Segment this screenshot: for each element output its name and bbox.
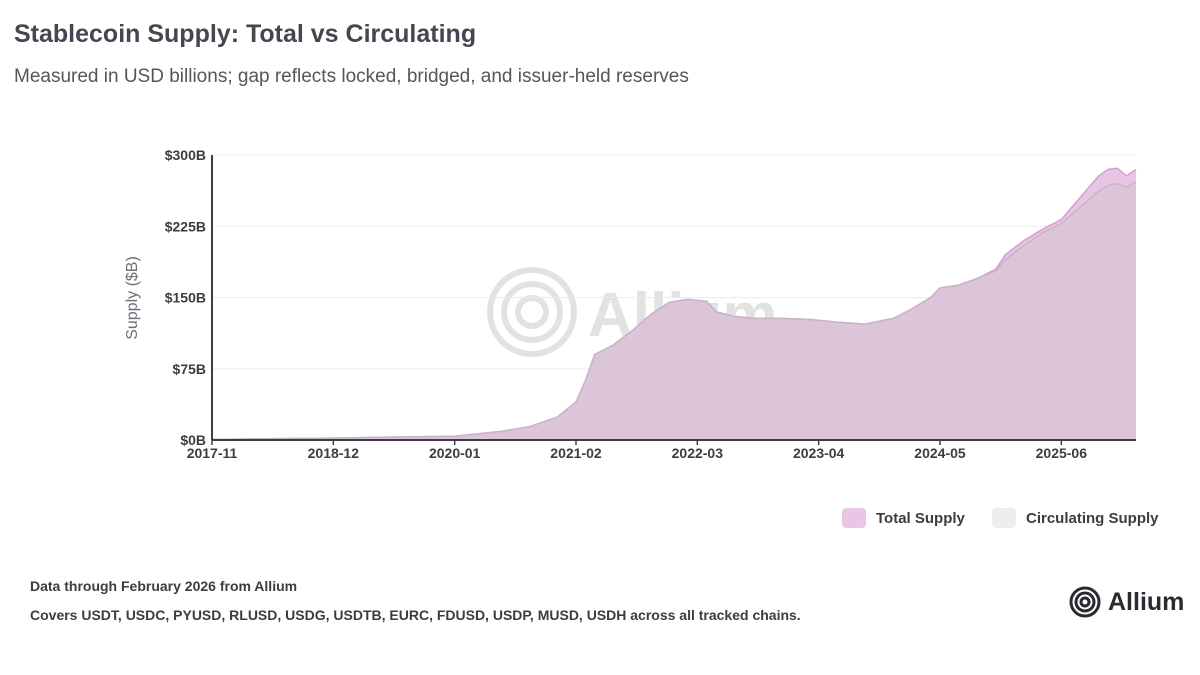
y-tick-label: $0B: [180, 432, 206, 448]
y-tick-label: $225B: [165, 218, 206, 234]
y-ticks: $0B $75B $150B $225B $300B: [165, 147, 206, 448]
x-tick-label: 2024-05: [914, 445, 966, 461]
logo-text: Allium: [1108, 587, 1185, 616]
x-tick-label: 2021-02: [550, 445, 602, 461]
legend-label-total: Total Supply: [876, 509, 965, 527]
legend-item-total[interactable]: Total Supply: [842, 508, 965, 528]
legend-swatch-circulating: [992, 508, 1016, 528]
x-ticks: 2017-11 2018-12 2020-01 2021-02 2022-03 2023-…: [187, 440, 1088, 461]
x-tick-label: 2017-11: [187, 445, 238, 461]
chart-title: Stablecoin Supply: Total vs Circulating: [14, 20, 477, 48]
line-circulating-supply: [211, 180, 1137, 441]
y-axis-label: Supply ($B): [124, 256, 141, 340]
y-tick-label: $75B: [173, 361, 206, 377]
y-tick-label: $150B: [165, 290, 206, 306]
legend-item-circulating[interactable]: Circulating Supply: [992, 508, 1159, 528]
footnote-source: Data through February 2026 from Allium: [30, 578, 298, 594]
area-series: [211, 167, 1137, 441]
area-circulating-supply: [212, 181, 1136, 440]
allium-logo-icon: [1069, 586, 1101, 618]
x-tick-label: 2022-03: [672, 445, 724, 461]
brand-logo: Allium: [1068, 585, 1184, 619]
legend-swatch-total: [842, 508, 866, 528]
axes: [211, 155, 1136, 441]
x-tick-label: 2025-06: [1036, 445, 1088, 461]
footnote-coverage: Covers USDT, USDC, PYUSD, RLUSD, USDG, U…: [30, 607, 801, 623]
x-tick-label: 2018-12: [308, 445, 360, 461]
chart-subtitle: Measured in USD billions; gap reflects l…: [14, 66, 689, 87]
x-tick-label: 2020-01: [429, 445, 481, 461]
x-tick-label: 2023-04: [793, 445, 845, 461]
legend-label-circulating: Circulating Supply: [1026, 509, 1159, 527]
y-tick-label: $300B: [165, 147, 206, 163]
